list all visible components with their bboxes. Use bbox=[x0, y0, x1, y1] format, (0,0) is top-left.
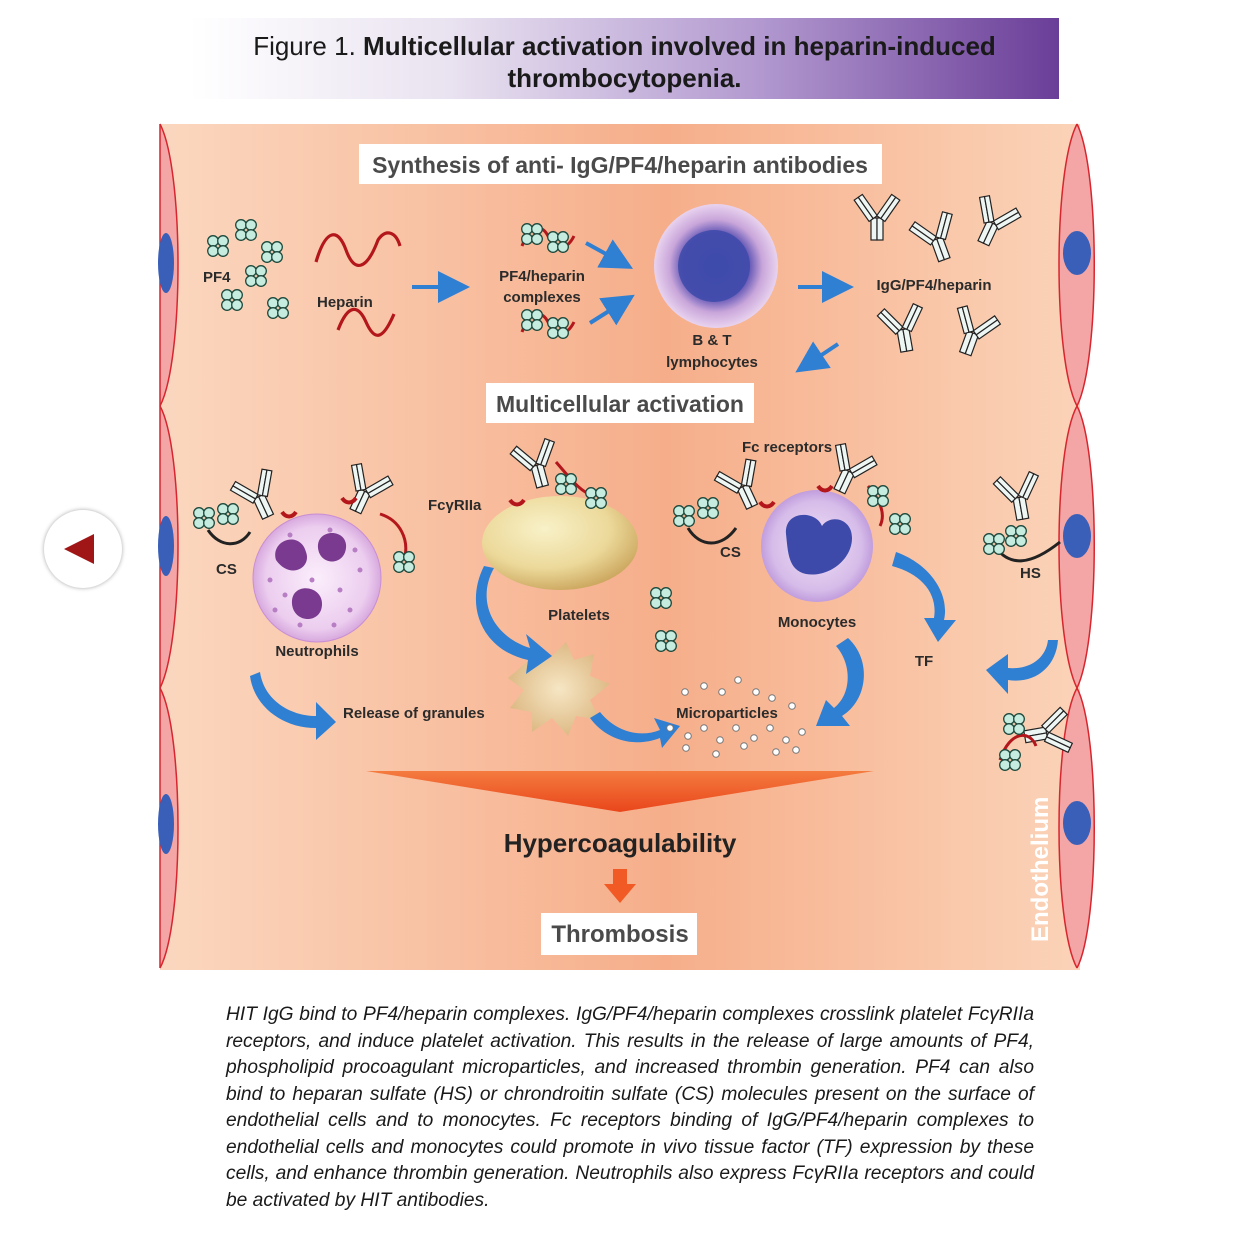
platelet-cell bbox=[482, 496, 638, 590]
fcgr-label: FcγRIIa bbox=[428, 497, 482, 514]
endothelium-label: Endothelium bbox=[1027, 797, 1054, 942]
complexes-label-line2: complexes bbox=[503, 289, 581, 306]
hit-diagram: Endothelium Synthesis of anti- IgG/PF4/h… bbox=[158, 123, 1095, 970]
activation-arrows bbox=[250, 552, 1058, 748]
monocytes-label: Monocytes bbox=[778, 614, 856, 631]
pf4-label: PF4 bbox=[203, 269, 231, 286]
cs-left-label: CS bbox=[216, 561, 237, 578]
endothelial-immune-complex bbox=[983, 469, 1075, 771]
arrow-to-lymphocyte-1 bbox=[585, 239, 634, 269]
igg-label: IgG/PF4/heparin bbox=[876, 277, 991, 294]
triangle-left-icon bbox=[64, 534, 94, 564]
complexes-label-line1: PF4/heparin bbox=[499, 268, 585, 285]
neutrophils-label: Neutrophils bbox=[275, 643, 358, 660]
hypercoagulability-label: Hypercoagulability bbox=[504, 828, 737, 858]
tf-label: TF bbox=[915, 653, 933, 670]
activation-heading: Multicellular activation bbox=[496, 391, 744, 417]
arrow-to-activation bbox=[795, 341, 840, 373]
figure-title: Multicellular activation involved in hep… bbox=[363, 31, 996, 61]
figure-title-line2: thrombocytopenia. bbox=[507, 63, 742, 93]
endothelium-right bbox=[1058, 123, 1095, 969]
figure-title-banner: Figure 1. Multicellular activation invol… bbox=[190, 18, 1059, 99]
microparticles-label: Microparticles bbox=[676, 705, 778, 722]
previous-slide-button[interactable] bbox=[44, 510, 122, 588]
platelets-label: Platelets bbox=[548, 607, 610, 624]
fc-receptors-label: Fc receptors bbox=[742, 439, 832, 456]
thrombosis-label: Thrombosis bbox=[551, 921, 688, 948]
figure-caption: HIT IgG bind to PF4/heparin complexes. I… bbox=[226, 1004, 1034, 1211]
platelet-immune-complex bbox=[508, 435, 607, 509]
lymphocytes-label-line1: B & T bbox=[692, 332, 731, 349]
monocyte-cell bbox=[761, 490, 873, 602]
figure-title-line1: Figure 1. Multicellular activation invol… bbox=[190, 31, 1059, 61]
hs-label: HS bbox=[1020, 565, 1041, 582]
neutrophil-immune-complexes bbox=[193, 459, 415, 573]
synthesis-heading: Synthesis of anti- IgG/PF4/heparin antib… bbox=[372, 152, 868, 178]
endothelium-left bbox=[158, 123, 179, 969]
monocyte-immune-complexes bbox=[673, 439, 911, 545]
arrow-to-lymphocyte-2 bbox=[588, 294, 635, 326]
down-arrow-to-thrombosis bbox=[604, 869, 636, 903]
lymphocyte-cell bbox=[654, 204, 778, 328]
neutrophil-cell bbox=[252, 513, 382, 643]
figure-prefix: Figure 1. bbox=[253, 31, 356, 61]
cs-right-label: CS bbox=[720, 544, 741, 561]
activation-box bbox=[486, 383, 754, 423]
thrombosis-box bbox=[541, 913, 697, 955]
synthesis-box bbox=[359, 144, 882, 184]
heparin-strands bbox=[314, 231, 402, 337]
granules-label: Release of granules bbox=[343, 705, 485, 722]
convergence-triangle bbox=[366, 771, 874, 812]
lymphocytes-label-line2: lymphocytes bbox=[666, 354, 758, 371]
heparin-label: Heparin bbox=[317, 294, 373, 311]
